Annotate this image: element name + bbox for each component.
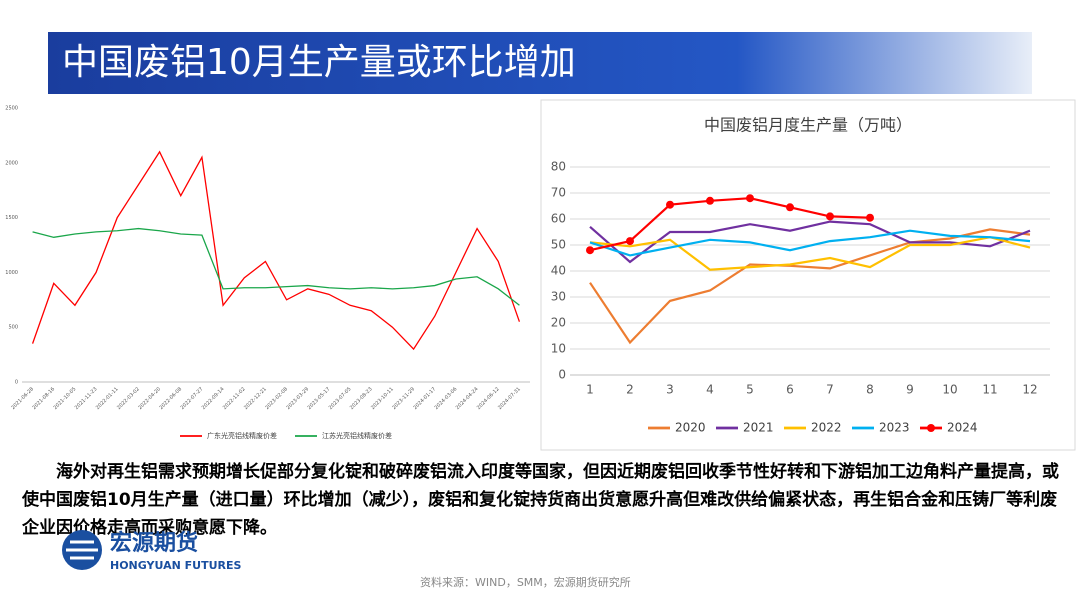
x-tick-label: 9	[906, 383, 914, 397]
title-banner	[48, 32, 1032, 94]
source: 资料来源：WIND，SMM，宏源期货研究所	[420, 576, 631, 589]
y-tick-label: 0	[558, 368, 566, 382]
point	[626, 237, 634, 246]
logo: 宏源期货 HONGYUAN FUTURES	[60, 528, 310, 574]
x-tick-label: 2	[626, 383, 634, 397]
y-tick-label: 0	[15, 380, 18, 386]
y-tick-label: 2500	[5, 106, 18, 112]
x-tick-label: 5	[746, 383, 754, 397]
x-tick-label: 7	[826, 383, 834, 397]
series-line	[589, 229, 1031, 257]
point	[866, 213, 874, 222]
legend-marker	[927, 424, 935, 432]
point	[706, 196, 714, 205]
y-tick-label: 50	[551, 238, 566, 252]
y-tick-label: 20	[551, 316, 566, 330]
point	[666, 200, 674, 209]
charts: 中国废铝月度生产量（万吨） 050010001500200025002021-0…	[5, 99, 1076, 451]
y-tick-label: 10	[551, 342, 566, 356]
chart-title: 中国废铝月度生产量（万吨）	[704, 116, 912, 135]
series-line	[589, 236, 1031, 271]
series-line	[32, 227, 520, 306]
x-tick-label: 10	[942, 383, 957, 397]
paragraph: 海外对再生铝需求预期增长促部分复化锭和破碎废铝流入印度等国家，但因近期废铝回收季…	[22, 462, 1059, 538]
series-line	[589, 197, 871, 252]
legend-label: 2024	[947, 421, 978, 435]
x-tick-label: 2024-07-31	[497, 386, 522, 411]
x-tick-label: 11	[982, 383, 997, 397]
y-tick-label: 2000	[5, 160, 18, 166]
x-tick-label: 4	[706, 383, 714, 397]
point	[586, 246, 594, 255]
legend-label: 2021	[743, 421, 774, 435]
y-tick-label: 80	[551, 160, 566, 174]
point	[746, 194, 754, 203]
y-tick-label: 40	[551, 264, 566, 278]
slide-title: 中国废铝10月生产量或环比增加	[62, 42, 576, 83]
y-tick-label: 500	[8, 325, 18, 331]
logo-cn: 宏源期货	[110, 530, 198, 556]
y-tick-label: 70	[551, 186, 566, 200]
y-tick-label: 1000	[5, 270, 18, 276]
legend-label: 江苏光亮铝线精废价差	[322, 431, 392, 440]
series-line	[31, 150, 521, 351]
legend-label: 2020	[675, 421, 706, 435]
x-tick-label: 8	[866, 383, 874, 397]
logo-mark: 宏源期货 HONGYUAN FUTURES	[62, 530, 242, 572]
logo-en: HONGYUAN FUTURES	[110, 559, 242, 572]
y-tick-label: 1500	[5, 215, 18, 221]
y-tick-label: 30	[551, 290, 566, 304]
x-tick-label: 1	[586, 383, 594, 397]
chart-frame	[540, 99, 1076, 451]
x-tick-label: 6	[786, 383, 794, 397]
legend-label: 2023	[879, 421, 910, 435]
y-tick-label: 60	[551, 212, 566, 226]
legend-label: 2022	[811, 421, 842, 435]
x-tick-label: 12	[1022, 383, 1037, 397]
point	[786, 203, 794, 212]
x-tick-label: 3	[666, 383, 674, 397]
legend-label: 广东光亮铝线精废价差	[207, 431, 277, 440]
point	[826, 212, 834, 221]
